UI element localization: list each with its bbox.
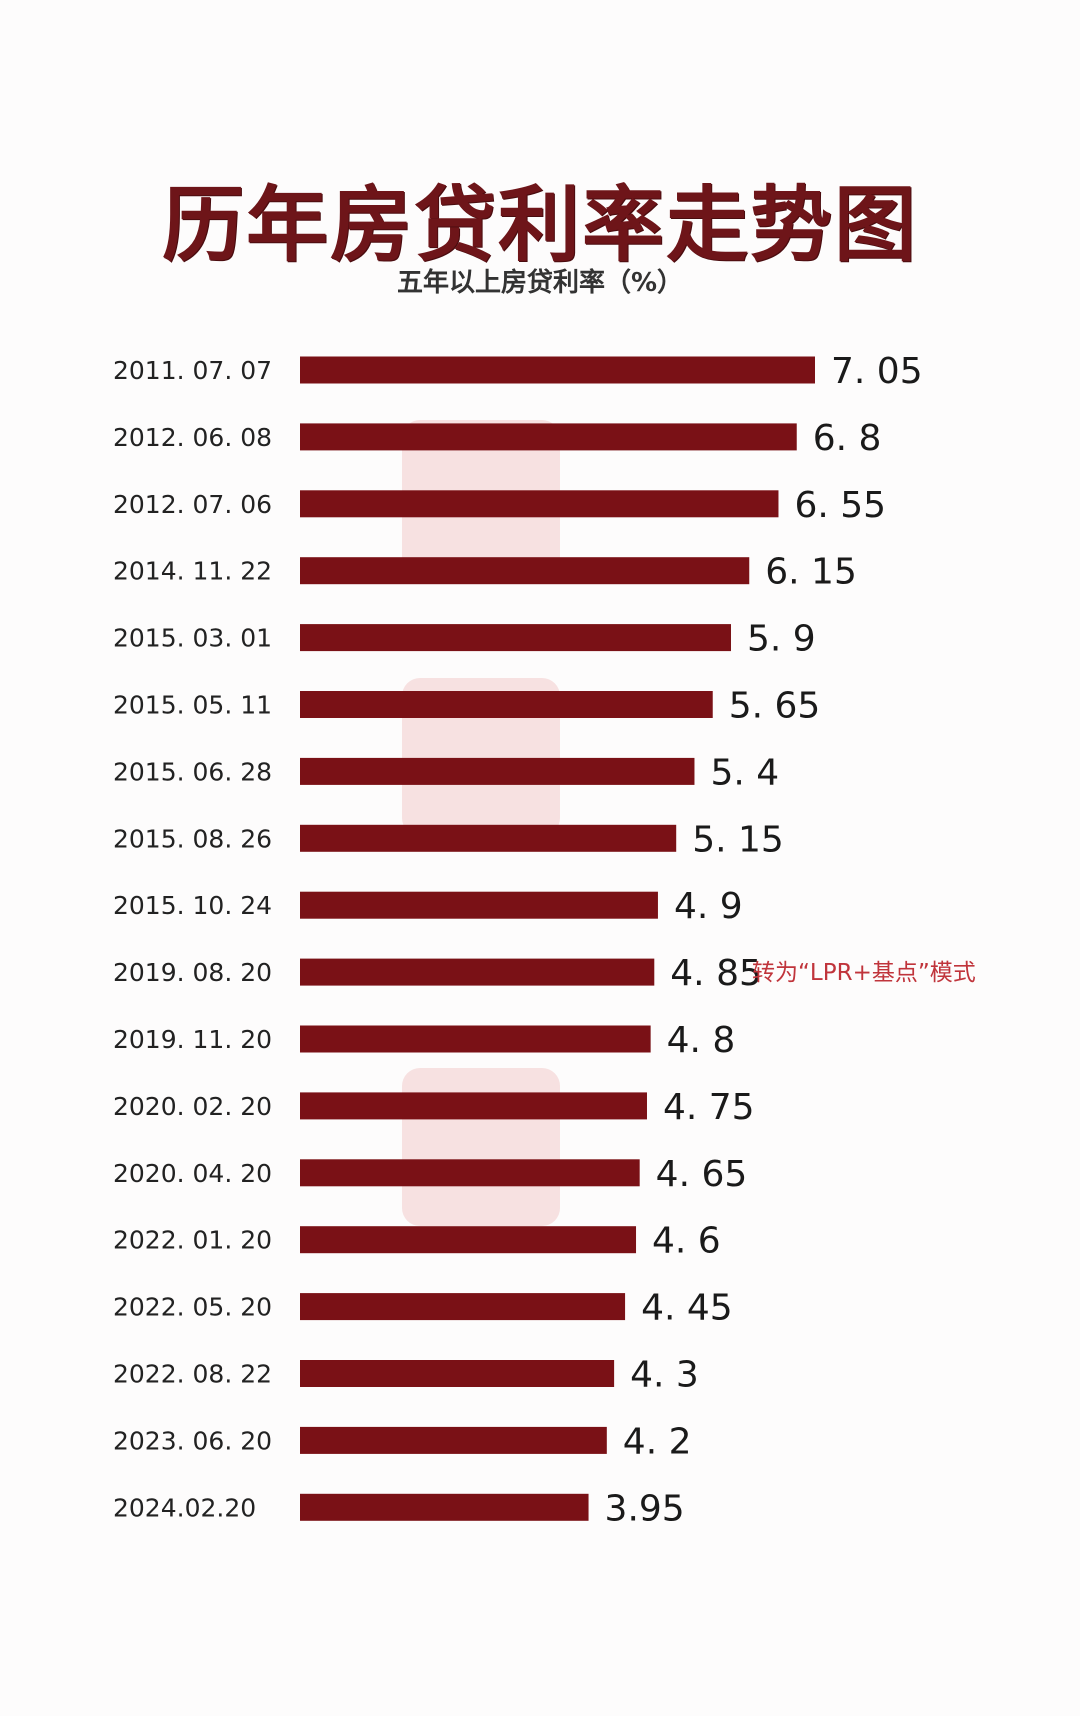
value-label: 7. 05 bbox=[831, 351, 923, 392]
value-label: 4. 75 bbox=[663, 1087, 755, 1128]
bar bbox=[300, 824, 677, 852]
category-label: 2012. 06. 08 bbox=[113, 423, 272, 452]
value-label: 5. 4 bbox=[710, 752, 779, 793]
bar bbox=[300, 1293, 626, 1321]
value-label: 6. 55 bbox=[794, 485, 886, 526]
category-label: 2024.02.20 bbox=[113, 1493, 256, 1522]
bar bbox=[300, 490, 779, 518]
category-label: 2015. 05. 11 bbox=[113, 691, 272, 720]
category-label: 2019. 11. 20 bbox=[113, 1025, 272, 1054]
category-label: 2015. 10. 24 bbox=[113, 891, 272, 920]
value-label: 5. 65 bbox=[729, 686, 821, 727]
value-label: 5. 15 bbox=[692, 819, 784, 860]
bar bbox=[300, 1092, 647, 1120]
bar bbox=[300, 1025, 651, 1053]
chart-title: 历年房贷利率走势图 bbox=[161, 178, 918, 273]
value-label: 4. 8 bbox=[667, 1020, 736, 1061]
annotation-lpr: 转为“LPR+基点”模式 bbox=[752, 960, 976, 986]
value-label: 3.95 bbox=[605, 1488, 685, 1529]
bar bbox=[300, 891, 658, 919]
value-label: 4. 65 bbox=[656, 1154, 748, 1195]
category-label: 2022. 01. 20 bbox=[113, 1226, 272, 1255]
category-label: 2022. 08. 22 bbox=[113, 1360, 272, 1389]
value-label: 4. 85 bbox=[670, 953, 762, 994]
category-label: 2015. 06. 28 bbox=[113, 757, 272, 786]
bar bbox=[300, 1426, 607, 1454]
category-label: 2015. 03. 01 bbox=[113, 624, 272, 653]
chart-subtitle: 五年以上房贷利率（%） bbox=[396, 268, 684, 298]
bar bbox=[300, 557, 750, 585]
value-label: 4. 2 bbox=[623, 1421, 692, 1462]
bar bbox=[300, 423, 797, 451]
value-label: 6. 8 bbox=[813, 418, 882, 459]
category-label: 2023. 06. 20 bbox=[113, 1426, 272, 1455]
category-label: 2022. 05. 20 bbox=[113, 1293, 272, 1322]
value-label: 4. 6 bbox=[652, 1221, 721, 1262]
bar bbox=[300, 1360, 615, 1387]
bar bbox=[300, 1493, 589, 1521]
bar bbox=[300, 691, 713, 718]
category-label: 2020. 02. 20 bbox=[113, 1092, 272, 1121]
category-label: 2012. 07. 06 bbox=[113, 490, 272, 519]
category-label: 2015. 08. 26 bbox=[113, 824, 272, 853]
value-label: 4. 3 bbox=[630, 1355, 699, 1396]
category-label: 2020. 04. 20 bbox=[113, 1159, 272, 1188]
value-label: 4. 9 bbox=[674, 886, 743, 927]
bar bbox=[300, 624, 731, 652]
bar bbox=[300, 958, 655, 986]
category-label: 2019. 08. 20 bbox=[113, 958, 272, 987]
bar bbox=[300, 1159, 640, 1187]
category-label: 2014. 11. 22 bbox=[113, 557, 272, 586]
bar bbox=[300, 356, 816, 384]
bar bbox=[300, 1226, 637, 1254]
value-label: 4. 45 bbox=[641, 1288, 733, 1329]
category-label: 2011. 07. 07 bbox=[113, 356, 272, 385]
value-label: 5. 9 bbox=[747, 619, 816, 660]
bar bbox=[300, 757, 695, 785]
value-label: 6. 15 bbox=[765, 552, 857, 593]
